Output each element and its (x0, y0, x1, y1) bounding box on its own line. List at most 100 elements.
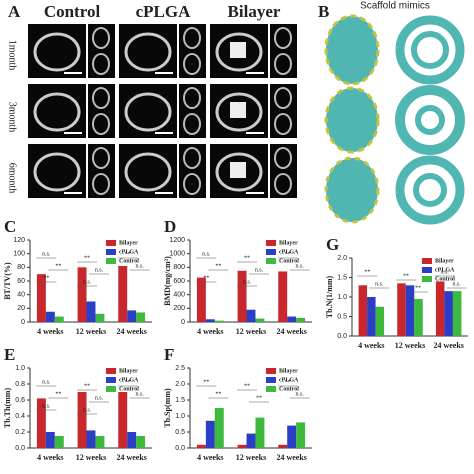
legend-swatch (106, 240, 116, 246)
legend-label: Bilayer (279, 240, 298, 246)
panel-label: D (164, 217, 176, 236)
y-tick-label: 0.0 (15, 445, 25, 452)
y-tick-label: 0 (21, 319, 25, 326)
y-tick-label: 40 (17, 292, 25, 299)
panel-label: G (326, 235, 339, 254)
annotation: ** (244, 255, 250, 261)
x-tick-label: 4 weeks (37, 453, 63, 462)
y-tick-label: 1200 (169, 237, 185, 244)
annotation: n.s. (295, 391, 304, 397)
legend-label: cPLGA (279, 377, 299, 383)
annotation: ** (215, 391, 221, 397)
legend-swatch (422, 267, 432, 273)
ct-thumb (179, 144, 206, 198)
annotation: n.s. (42, 251, 51, 257)
x-tick-label: 12 weeks (395, 341, 425, 350)
y-tick-label: 0.8 (15, 381, 25, 388)
y-tick-label: 1.0 (15, 365, 25, 372)
annotation: n.s. (135, 391, 144, 397)
annotation: ** (203, 275, 209, 281)
ct-bone (33, 92, 81, 132)
bar (77, 392, 87, 448)
ct-thumb-bone (274, 87, 292, 109)
legend-label: cPLGA (435, 267, 455, 273)
annotation: n.s. (135, 263, 144, 269)
bar (246, 309, 256, 322)
y-tick-label: 600 (173, 278, 185, 285)
bar (36, 398, 46, 448)
bar (127, 310, 137, 322)
bar (45, 311, 55, 322)
bar (255, 417, 265, 448)
bar (214, 408, 224, 448)
y-axis-label: Tb.Th(mm) (3, 388, 12, 429)
y-tick-label: 1.5 (175, 397, 185, 404)
bar (444, 291, 453, 336)
bar (127, 432, 137, 448)
y-tick-label: 1000 (169, 251, 185, 258)
y-tick-label: 120 (13, 237, 25, 244)
legend-swatch (266, 249, 276, 255)
row-label: 1month (7, 40, 18, 71)
ct-bone (33, 32, 81, 72)
legend-swatch (266, 240, 276, 246)
ct-thumb-bone (92, 173, 110, 195)
bar (95, 436, 105, 448)
legend-label: Control (435, 276, 455, 282)
bar (287, 316, 297, 322)
legend-swatch (106, 368, 116, 374)
annotation: ** (43, 275, 49, 281)
ct-thumb (270, 144, 297, 198)
annotation: ** (55, 391, 61, 397)
x-tick-label: 24 weeks (276, 327, 306, 336)
column-header: Control (44, 2, 101, 21)
bar (196, 277, 206, 322)
ct-thumb (270, 24, 297, 78)
ct-thumb-bone (92, 113, 110, 135)
ct-thumb-bone (183, 87, 201, 109)
ct-thumb-bone (274, 147, 292, 169)
bar (358, 285, 368, 336)
y-tick-label: 80 (17, 264, 25, 271)
annotation: n.s. (243, 279, 252, 285)
annotation: ** (244, 383, 250, 389)
legend-swatch (266, 368, 276, 374)
ct-thumb-bone (274, 27, 292, 49)
annotation: ** (84, 383, 90, 389)
legend-label: Control (119, 386, 139, 392)
bar (54, 436, 64, 448)
bar (118, 392, 128, 448)
annotation: n.s. (95, 395, 104, 401)
annotation: ** (55, 263, 61, 269)
annotation: n.s. (83, 279, 92, 285)
ct-bone (124, 92, 172, 132)
panel-title: Scaffold mimics (360, 1, 430, 12)
annotation: ** (403, 273, 409, 279)
ct-bone (124, 152, 172, 192)
column-header: cPLGA (136, 2, 191, 21)
y-tick-label: 60 (17, 278, 25, 285)
x-tick-label: 24 weeks (276, 453, 306, 462)
bar (196, 444, 206, 448)
panel-label: E (4, 345, 15, 364)
bar (77, 267, 87, 322)
bar (375, 306, 385, 336)
legend-swatch (106, 258, 116, 264)
legend-swatch (266, 377, 276, 383)
ct-thumb (88, 144, 115, 198)
ct-bone (215, 152, 263, 192)
annotation: ** (125, 379, 131, 385)
bar (136, 436, 146, 448)
annotation: n.s. (255, 267, 264, 273)
legend-swatch (422, 276, 432, 282)
y-tick-label: 0.5 (175, 429, 185, 436)
annotation: ** (125, 251, 131, 257)
x-tick-label: 24 weeks (116, 327, 146, 336)
panel-label: A (8, 2, 21, 21)
bar (86, 430, 96, 448)
annotation: ** (364, 269, 370, 275)
annotation: n.s. (202, 251, 211, 257)
bar (405, 285, 415, 336)
annotation: ** (415, 285, 421, 291)
row-label: 6month (7, 163, 18, 194)
